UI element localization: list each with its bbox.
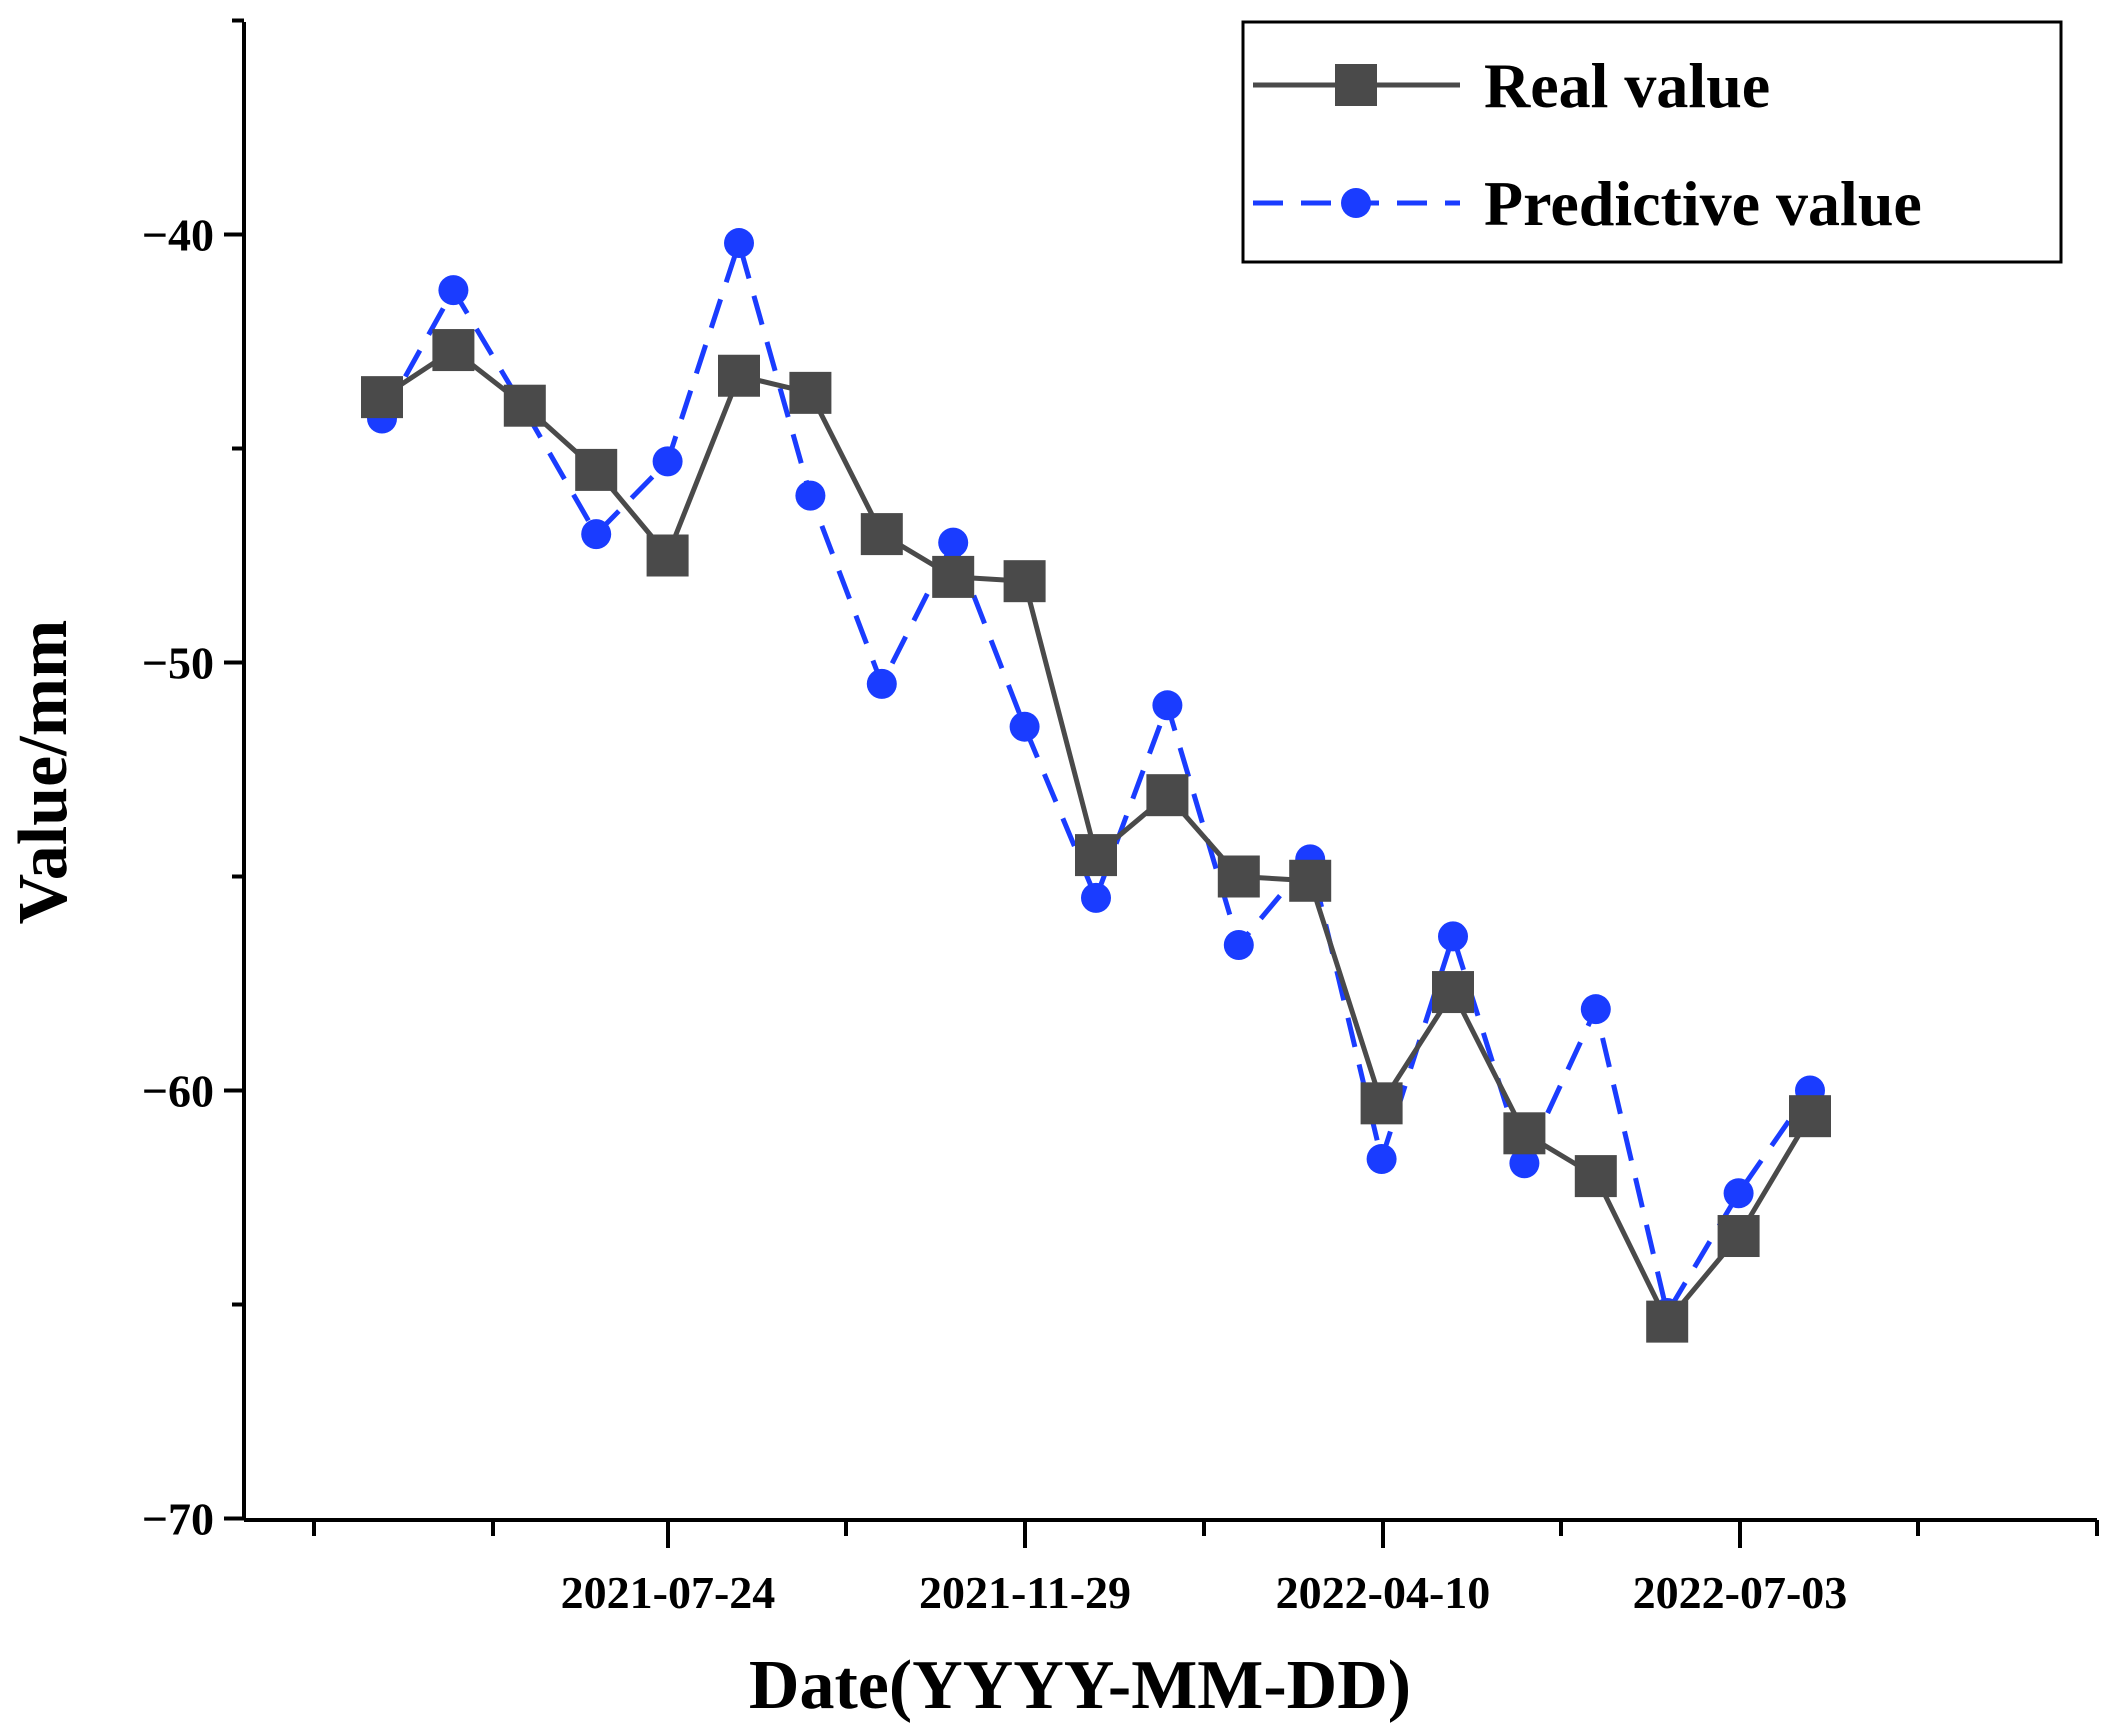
legend-marker <box>1335 64 1377 106</box>
data-point <box>1075 834 1117 877</box>
data-point <box>361 376 403 419</box>
y-tick-label: −50 <box>142 638 214 689</box>
data-point <box>938 527 969 558</box>
x-tick-label: 2021-11-29 <box>919 1567 1131 1618</box>
data-point <box>1580 994 1611 1025</box>
data-point <box>1152 690 1183 721</box>
data-point <box>789 371 832 414</box>
legend-label: Real value <box>1484 50 1770 121</box>
legend-item: Real value <box>1253 50 1770 121</box>
y-tick-label: −40 <box>142 210 214 261</box>
x-tick-label: 2022-04-10 <box>1276 1567 1491 1618</box>
series-layer <box>361 228 1831 1343</box>
legend-box <box>1241 20 2063 264</box>
data-point <box>1723 1178 1754 1209</box>
x-axis-title: Date(YYYY-MM-DD) <box>749 1647 1411 1724</box>
x-ticks: 2021-07-24 2021-11-29 2022-04-10 2022-07-03 <box>312 1520 2099 1618</box>
y-tick-label: −60 <box>142 1066 214 1117</box>
data-point <box>1438 921 1468 952</box>
data-point <box>1217 855 1260 898</box>
data-point <box>1789 1095 1831 1138</box>
data-point <box>581 519 612 550</box>
data-point <box>432 329 475 372</box>
data-point <box>503 384 546 427</box>
series-line <box>379 240 1813 1316</box>
data-point <box>1503 1112 1546 1155</box>
axes <box>242 22 2097 1522</box>
data-point <box>860 513 903 556</box>
legend: Real value Predictive value <box>1241 20 2063 264</box>
data-point <box>1289 859 1332 902</box>
data-point <box>718 354 760 397</box>
data-point <box>724 228 754 259</box>
y-axis-title: Value/mm <box>5 620 82 925</box>
data-point <box>1717 1215 1760 1258</box>
data-point <box>652 446 683 477</box>
data-point <box>1574 1155 1617 1198</box>
data-point <box>1360 1082 1403 1125</box>
data-point <box>1366 1143 1397 1174</box>
data-point <box>1146 774 1189 817</box>
legend-marker <box>1341 188 1371 218</box>
data-point <box>1223 929 1254 960</box>
data-point <box>1432 971 1474 1014</box>
x-tick-label: 2022-07-03 <box>1633 1567 1848 1618</box>
data-point <box>1509 1148 1540 1179</box>
legend-item: Predictive value <box>1253 168 1922 239</box>
data-point <box>1646 1300 1689 1343</box>
y-tick-label: −70 <box>142 1494 214 1545</box>
data-point <box>438 275 469 306</box>
data-point <box>646 534 689 577</box>
data-point <box>1009 711 1040 742</box>
y-ticks: −40 −50 −60 −70 <box>142 18 244 1545</box>
series-real-value <box>361 329 1831 1343</box>
data-point <box>866 668 897 699</box>
data-point <box>932 555 975 598</box>
legend-label: Predictive value <box>1484 168 1922 239</box>
data-point <box>1081 882 1111 913</box>
data-point <box>795 480 826 511</box>
data-point <box>575 448 618 491</box>
x-tick-label: 2021-07-24 <box>561 1567 776 1618</box>
series-predictive-value <box>367 228 1825 1329</box>
data-point <box>1003 560 1046 603</box>
